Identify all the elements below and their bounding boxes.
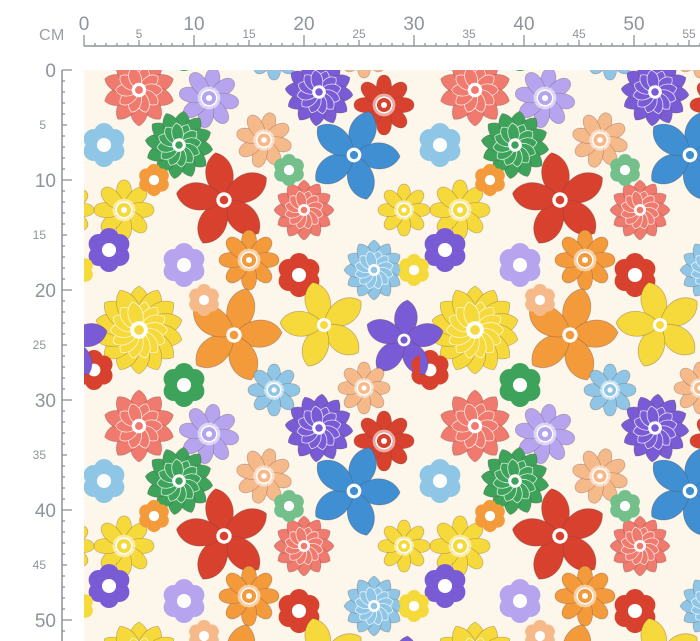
- fabric-preview: [84, 70, 700, 641]
- ruler-left-label: 15: [33, 228, 47, 242]
- ruler-top-label: 45: [572, 27, 586, 41]
- ruler-top-label: 25: [352, 27, 366, 41]
- ruler-top-label: 30: [403, 14, 424, 35]
- ruler-left-label: 5: [39, 118, 46, 132]
- ruler-top-label: 0: [79, 14, 90, 35]
- ruler-left-label: 30: [35, 391, 56, 412]
- ruler-top-label: 15: [242, 27, 256, 41]
- ruler-unit-label: CM: [39, 27, 65, 44]
- floral-pattern-canvas: [84, 70, 700, 641]
- ruler-left-label: 25: [33, 338, 47, 352]
- ruler-left-label: 10: [35, 171, 56, 192]
- ruler-top-label: 55: [682, 27, 696, 41]
- ruler-top-label: 5: [136, 27, 143, 41]
- ruler-left-label: 35: [33, 448, 47, 462]
- ruler-left-label: 0: [45, 61, 56, 82]
- ruler-top-label: 50: [623, 14, 644, 35]
- ruler-top-label: 40: [513, 14, 534, 35]
- ruler-top-label: 20: [293, 14, 314, 35]
- ruler-left: 0 5 10 15 20 25 30 35 40 45 50: [33, 61, 72, 641]
- ruler-left-label: 40: [35, 501, 56, 522]
- ruler-left-label: 50: [35, 611, 56, 632]
- ruler-left-label: 20: [35, 281, 56, 302]
- ruler-top-label: 10: [183, 14, 204, 35]
- floral-pattern-fill: [84, 70, 700, 641]
- ruler-top: 0 5 10 15 20 25 30 35 40 45 50 55: [79, 14, 700, 47]
- ruler-top-label: 35: [462, 27, 476, 41]
- ruler-left-label: 45: [33, 558, 47, 572]
